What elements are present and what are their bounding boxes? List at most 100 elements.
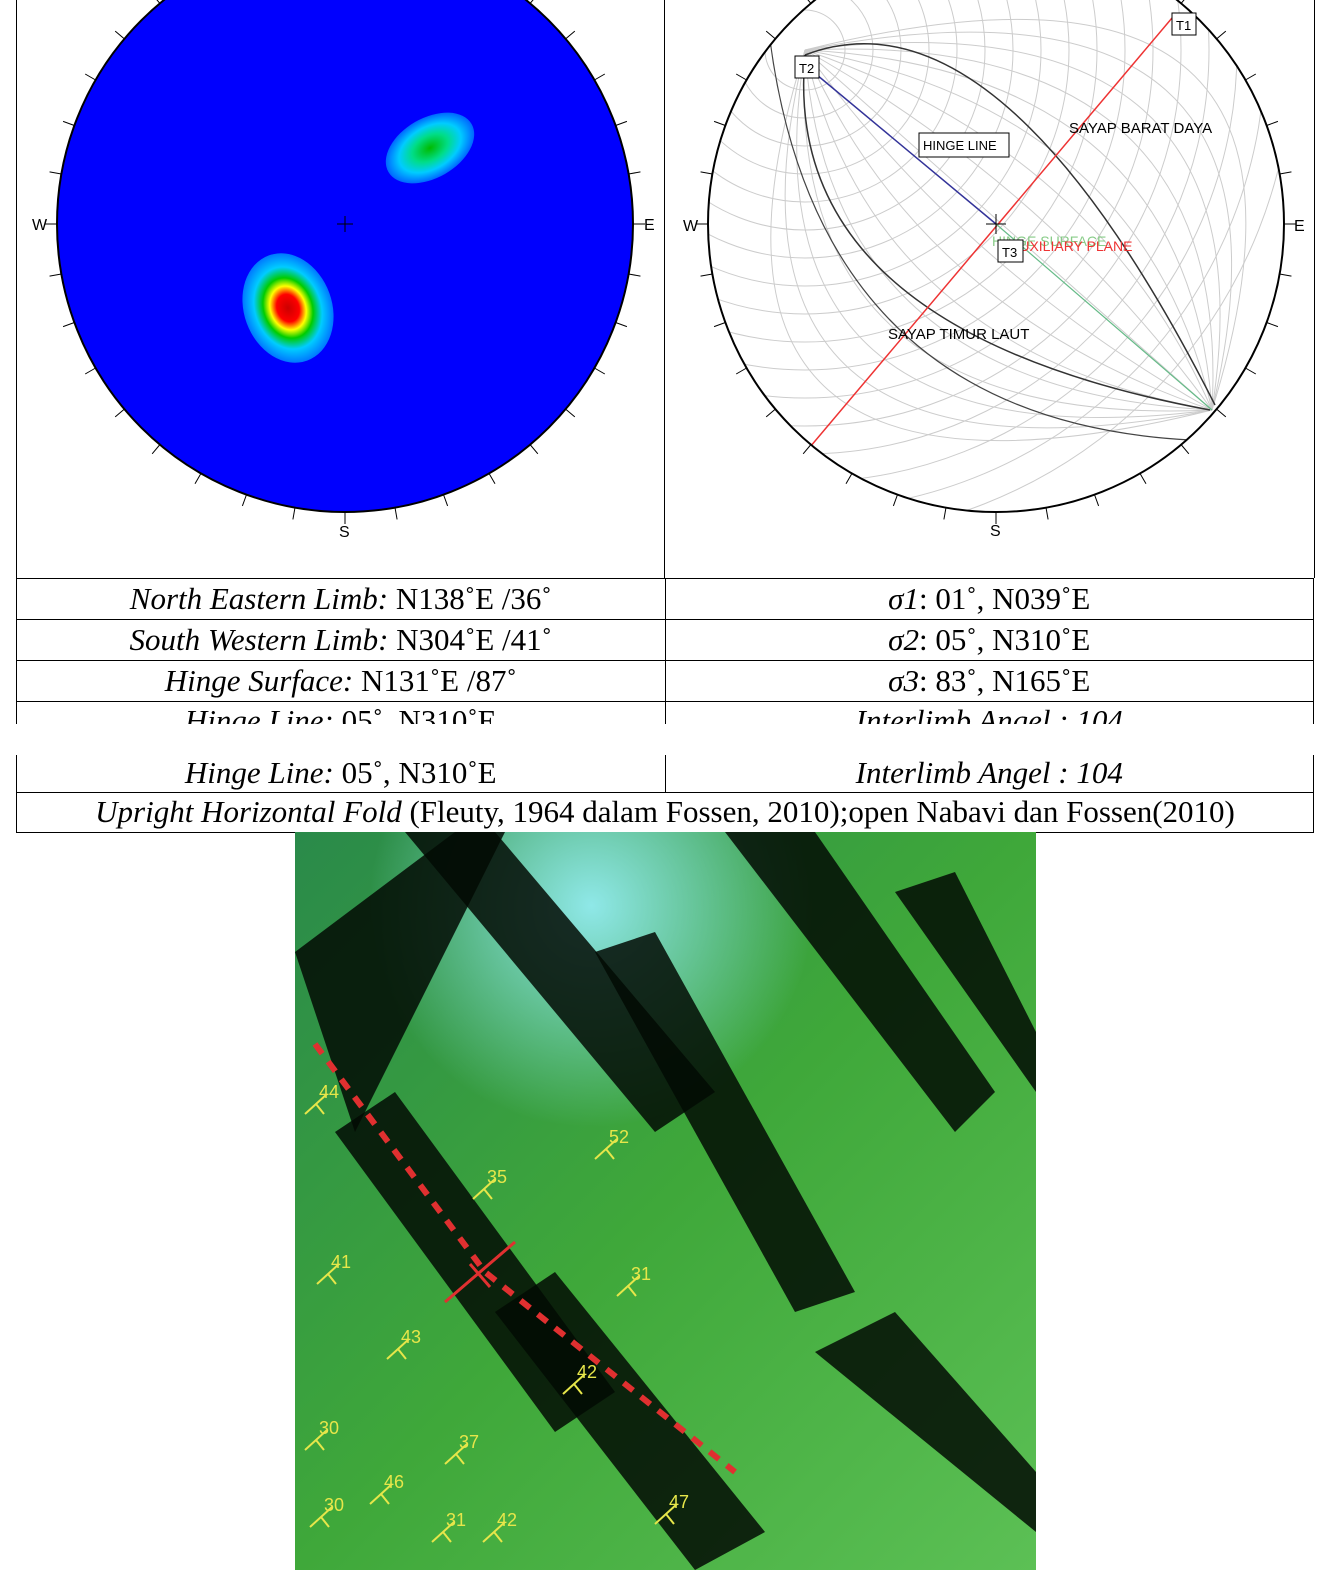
tick-mark [1045, 507, 1049, 520]
tick-mark [594, 73, 606, 81]
tick-mark [1279, 171, 1292, 175]
tick-mark [62, 322, 75, 328]
cut-row: Hinge Line: 05˚, N310˚E Interlimb Angel :… [16, 701, 1314, 724]
west-label: W [32, 217, 48, 234]
value: (Fleuty, 1964 dalam Fossen, 2010);open N… [409, 794, 1235, 829]
tick-mark [802, 444, 812, 455]
term: Interlimb Angel : 104 [855, 703, 1123, 724]
strike-dip-symbol [369, 1483, 393, 1505]
tick-mark [845, 473, 853, 485]
dip-label: 46 [384, 1472, 404, 1492]
hinge-line-label: HINGE LINE [923, 138, 997, 153]
net-meridian [804, 49, 1213, 411]
tick-mark [892, 494, 898, 507]
tick-mark [1180, 0, 1185, 4]
term: North Eastern Limb: [129, 581, 389, 616]
auxiliary-plane [809, 17, 1173, 448]
ridge-shadow [815, 1312, 1036, 1532]
fold-table-continued: Hinge Line: 05˚, N310˚E Interlimb Angel :… [16, 755, 1314, 833]
term: σ1 [888, 581, 919, 616]
label-box [997, 239, 1024, 263]
anticline-symbol [444, 1240, 516, 1304]
term: Interlimb Angel : 104 [855, 755, 1123, 791]
t1-label: T1 [1176, 18, 1191, 33]
tick-mark [713, 120, 726, 126]
net-meridian [784, 49, 1213, 429]
strike-dip-symbol [482, 1521, 506, 1543]
net-small-circle [708, 0, 1182, 427]
net-meridian [804, 49, 1213, 411]
great-circle [804, 43, 1216, 406]
ridge-shadow [725, 832, 995, 1132]
strike-dip-symbol [316, 1263, 340, 1285]
west-label: W [683, 218, 699, 235]
dip-label: 37 [459, 1432, 479, 1452]
ridge-shadow [595, 932, 855, 1312]
tick-mark [84, 367, 96, 375]
label-box [794, 55, 820, 79]
dip-label: 35 [487, 1167, 507, 1187]
tick-mark [1139, 473, 1147, 485]
strike-dip-symbol [616, 1275, 640, 1297]
strike-dip-symbol [309, 1506, 333, 1528]
tick-mark [735, 73, 747, 81]
tick-mark [84, 73, 96, 81]
label-box [918, 132, 1010, 158]
tick-mark [628, 171, 641, 175]
net-small-circle [708, 0, 1014, 259]
contour-cluster [385, 112, 475, 184]
strike-dip-symbol [386, 1338, 410, 1360]
tick-mark [1279, 273, 1292, 277]
ridge-shadow [405, 832, 715, 1132]
dip-label: 42 [577, 1362, 597, 1382]
tick-mark [700, 273, 713, 277]
strike-dip-symbol [472, 1178, 496, 1200]
dip-label: 30 [324, 1495, 344, 1515]
net-meridian [804, 49, 1213, 411]
net-small-circle [708, 0, 1098, 343]
dip-label: 42 [497, 1510, 517, 1530]
dip-label: 44 [319, 1082, 339, 1102]
tick-mark [529, 444, 539, 455]
tick-mark [565, 408, 576, 418]
great-circle [769, 39, 1191, 441]
net-small-circle [708, 0, 958, 203]
tick-mark [1266, 120, 1279, 126]
value: N138˚E /36˚ [395, 581, 552, 616]
tick-mark [765, 408, 776, 418]
value: : 83˚, N165˚E [918, 663, 1091, 698]
strike-dip-symbol [444, 1443, 468, 1465]
center-cross [337, 216, 353, 232]
divider [664, 0, 665, 578]
dip-label: 31 [631, 1264, 651, 1284]
tick-mark [943, 507, 947, 520]
strike-dip-symbol [304, 1429, 328, 1451]
cell: σ3: 83˚, N165˚E [664, 660, 1314, 702]
fold-table: North Eastern Limb: N138˚E /36˚ σ1: 01˚, … [16, 578, 1314, 702]
tick-mark [1094, 494, 1100, 507]
net-small-circle [708, 0, 1042, 287]
tick-mark [1245, 367, 1257, 375]
tick-mark [529, 0, 534, 4]
tick-mark [156, 0, 161, 4]
tick-mark [615, 120, 628, 126]
dip-label: 41 [331, 1252, 351, 1272]
value: : 01˚, N039˚E [918, 581, 1091, 616]
tick-mark [1266, 322, 1279, 328]
tick-mark [49, 273, 62, 277]
dip-label: 43 [401, 1327, 421, 1347]
tick-mark [49, 171, 62, 175]
south-label: S [339, 524, 350, 541]
strike-dip-symbol [594, 1138, 618, 1160]
cell: σ1: 01˚, N039˚E [664, 578, 1314, 620]
net-meridian [804, 48, 1214, 411]
auxiliary-plane-label: AUXILIARY PLANE [1010, 238, 1132, 254]
cell: Hinge Surface: N131˚E /87˚ [16, 660, 666, 702]
term: Upright Horizontal Fold [95, 794, 402, 829]
strike-dip-symbol [304, 1093, 328, 1115]
net-small-circle [708, 0, 986, 231]
sw-limb-label: SAYAP BARAT DAYA [1069, 120, 1212, 137]
value: 05˚, N310˚E [341, 703, 497, 724]
fold-axis [312, 1042, 737, 1475]
net-meridian [804, 49, 1213, 411]
